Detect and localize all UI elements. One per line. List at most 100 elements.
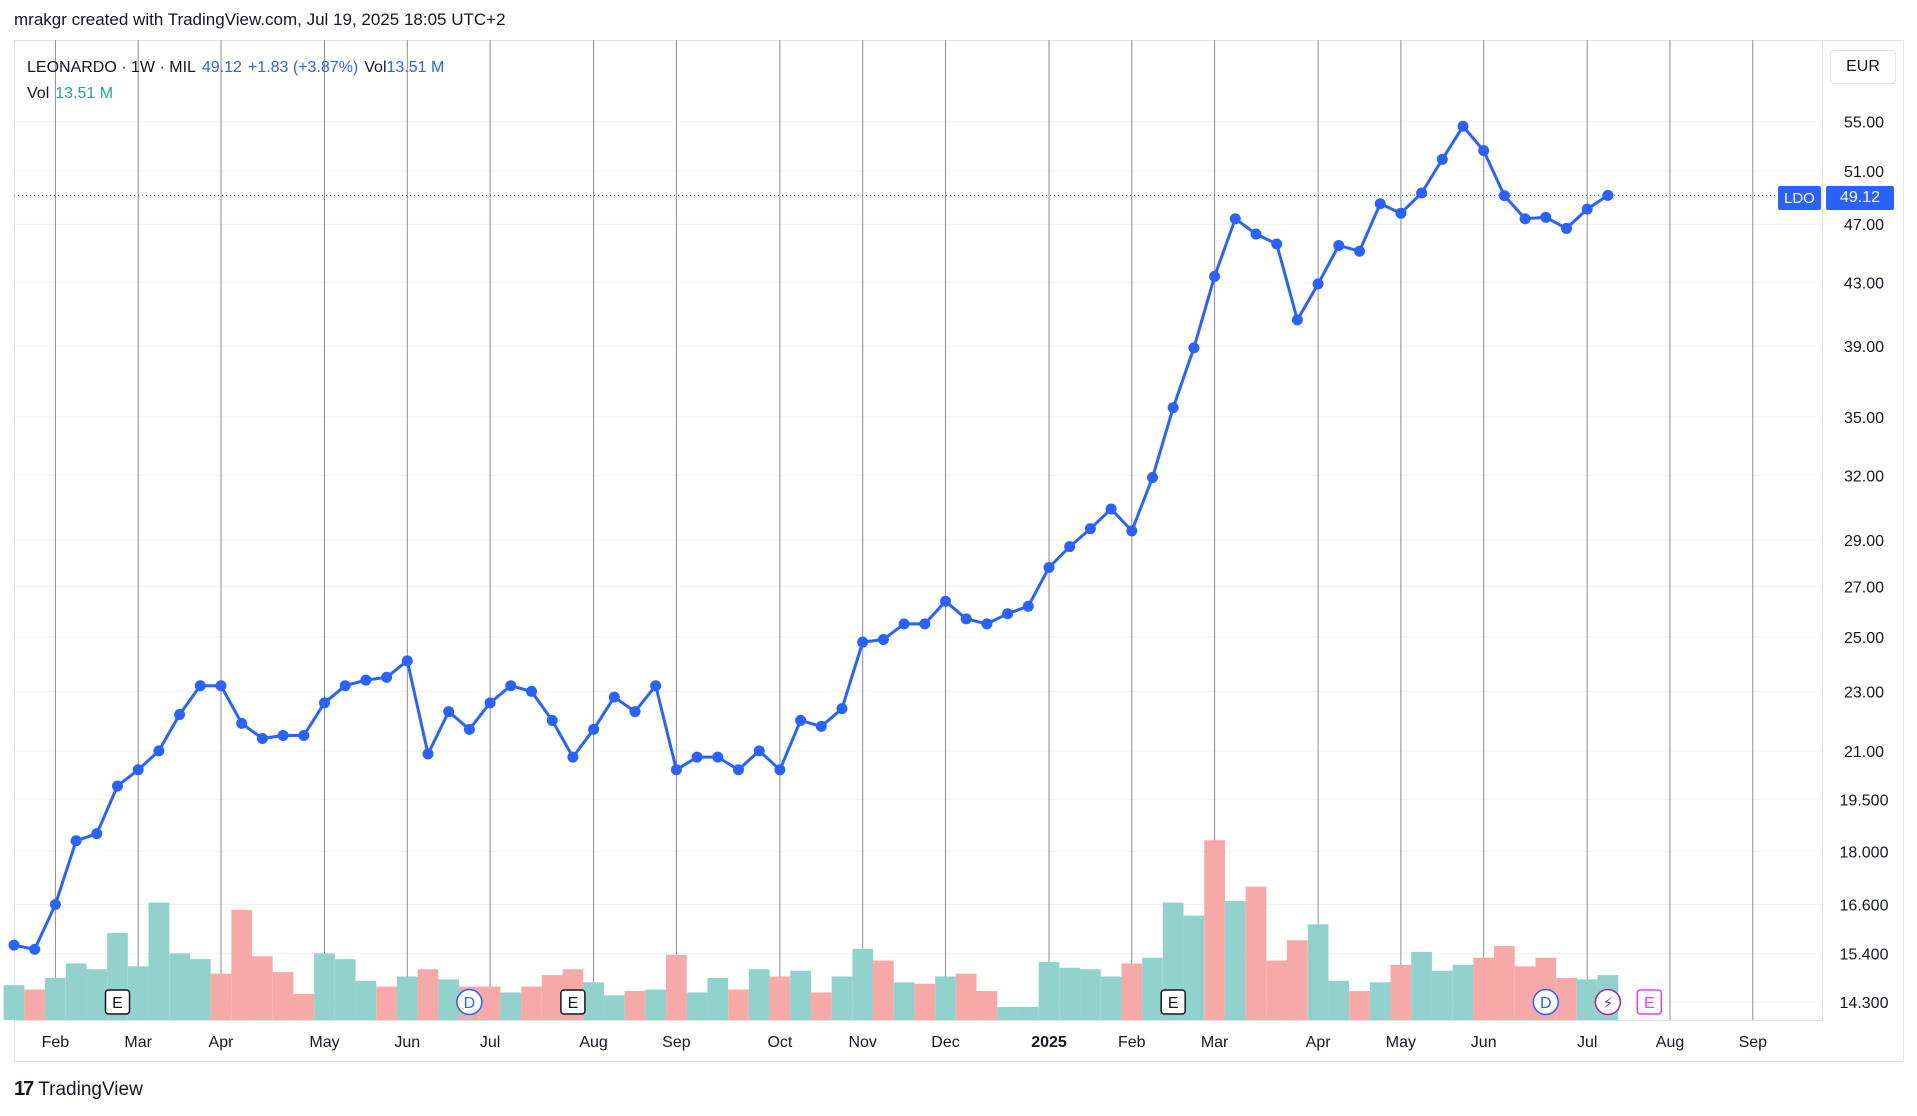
- price-point: [1229, 213, 1241, 225]
- volume-bar: [376, 986, 397, 1020]
- volume-bar: [1452, 964, 1474, 1020]
- price-point: [339, 680, 351, 692]
- volume-bar: [769, 976, 791, 1020]
- tradingview-logo-icon: 17: [14, 1078, 34, 1100]
- price-point: [1561, 222, 1572, 234]
- split-marker: [1594, 988, 1622, 1016]
- time-tick-label: Jul: [1577, 1034, 1597, 1051]
- volume-bar: [955, 973, 977, 1020]
- volume-bar: [1307, 924, 1329, 1020]
- price-point: [29, 943, 41, 955]
- price-tick-label: 16.600: [1840, 898, 1889, 915]
- ticker-label: LDO: [1778, 186, 1821, 210]
- price-tick-label: 51.00: [1844, 164, 1884, 181]
- price-point: [401, 655, 413, 667]
- volume-bar: [790, 970, 811, 1020]
- price-point: [1581, 203, 1593, 215]
- price-point: [360, 674, 372, 686]
- volume-bar: [997, 1006, 1018, 1020]
- last-price-label: 49.12: [1826, 186, 1894, 210]
- price-point: [236, 717, 248, 729]
- volume-bar: [1556, 977, 1577, 1020]
- volume-bar: [293, 993, 315, 1020]
- price-point: [1498, 190, 1510, 202]
- time-tick-label: Aug: [1656, 1034, 1684, 1051]
- earnings-marker-label: E: [1168, 995, 1179, 1012]
- price-point: [588, 723, 600, 735]
- volume-bar: [686, 992, 708, 1020]
- price-point: [381, 671, 393, 683]
- volume-bar: [810, 992, 832, 1020]
- price-point: [546, 714, 558, 726]
- price-point: [505, 680, 517, 692]
- volume-bar: [355, 980, 377, 1020]
- price-scale[interactable]: [1822, 40, 1904, 1020]
- volume-bar: [438, 979, 460, 1020]
- chart-attribution: mrakgr created with TradingView.com, Jul…: [14, 10, 506, 29]
- price-point: [194, 680, 206, 692]
- volume-bar: [500, 992, 522, 1020]
- price-point: [526, 685, 537, 697]
- price-point: [1478, 145, 1490, 157]
- price-point: [1188, 342, 1200, 354]
- price-point: [629, 706, 641, 718]
- volume-bar: [852, 948, 874, 1020]
- volume-bar: [1576, 979, 1598, 1020]
- volume-bar: [1245, 886, 1267, 1020]
- price-tick-label: 25.00: [1844, 630, 1884, 647]
- earnings-marker: [104, 989, 131, 1015]
- price-point: [1002, 608, 1014, 620]
- legend-main-row[interactable]: LEONARDO · 1W · MIL 49.12 +1.83 (+3.87%)…: [27, 55, 444, 81]
- volume-bar: [24, 989, 46, 1020]
- time-tick-label: Mar: [1201, 1034, 1229, 1051]
- volume-bar: [314, 953, 335, 1020]
- time-tick-label: Dec: [931, 1034, 959, 1051]
- price-point: [1602, 189, 1614, 201]
- volume-bar: [169, 953, 190, 1020]
- volume-bar: [1411, 951, 1432, 1020]
- volume-bar: [583, 982, 604, 1020]
- volume-bar: [1390, 964, 1412, 1020]
- volume-bar: [935, 976, 956, 1020]
- price-series-line: [13, 124, 1609, 951]
- volume-bar: [603, 995, 625, 1020]
- price-tick-label: 27.00: [1844, 580, 1884, 597]
- volume-bar: [65, 963, 87, 1020]
- legend-volume-row[interactable]: Vol 13.51 M: [27, 81, 444, 107]
- dividend-marker-label: D: [1540, 995, 1552, 1012]
- volume-bar: [1100, 976, 1122, 1020]
- earnings-marker: [560, 989, 586, 1015]
- price-point: [836, 703, 848, 715]
- price-point: [49, 899, 61, 911]
- price-point: [1147, 472, 1158, 484]
- volume-bar: [1080, 969, 1101, 1020]
- price-point: [1291, 314, 1303, 326]
- volume-bar: [707, 977, 729, 1020]
- price-point: [277, 729, 289, 741]
- time-tick-label: 2025: [1031, 1034, 1067, 1051]
- price-tick-label: 14.300: [1840, 995, 1889, 1012]
- price-point: [753, 745, 765, 757]
- currency-button[interactable]: EUR: [1830, 50, 1896, 84]
- volume-bar: [1121, 963, 1143, 1020]
- price-point: [319, 697, 330, 709]
- volume-bar: [521, 986, 542, 1020]
- legend-change: +1.83 (+3.87%): [247, 59, 359, 76]
- price-point: [691, 751, 703, 763]
- price-point: [298, 729, 310, 741]
- price-point: [567, 751, 579, 763]
- price-point: [422, 748, 434, 760]
- volume-bar: [1224, 901, 1246, 1020]
- tradingview-brand[interactable]: 17 TradingView: [14, 1078, 143, 1101]
- price-point: [484, 697, 496, 709]
- price-point: [463, 723, 475, 735]
- time-scale[interactable]: [14, 1020, 1822, 1062]
- volume-bar: [127, 966, 149, 1020]
- price-point: [919, 618, 931, 630]
- price-tick-label: 32.00: [1844, 469, 1884, 486]
- price-point: [1043, 561, 1055, 573]
- volume-bar: [396, 976, 418, 1020]
- volume-bar: [666, 954, 687, 1020]
- volume-bar: [1369, 982, 1391, 1020]
- time-tick-label: Sep: [662, 1034, 691, 1051]
